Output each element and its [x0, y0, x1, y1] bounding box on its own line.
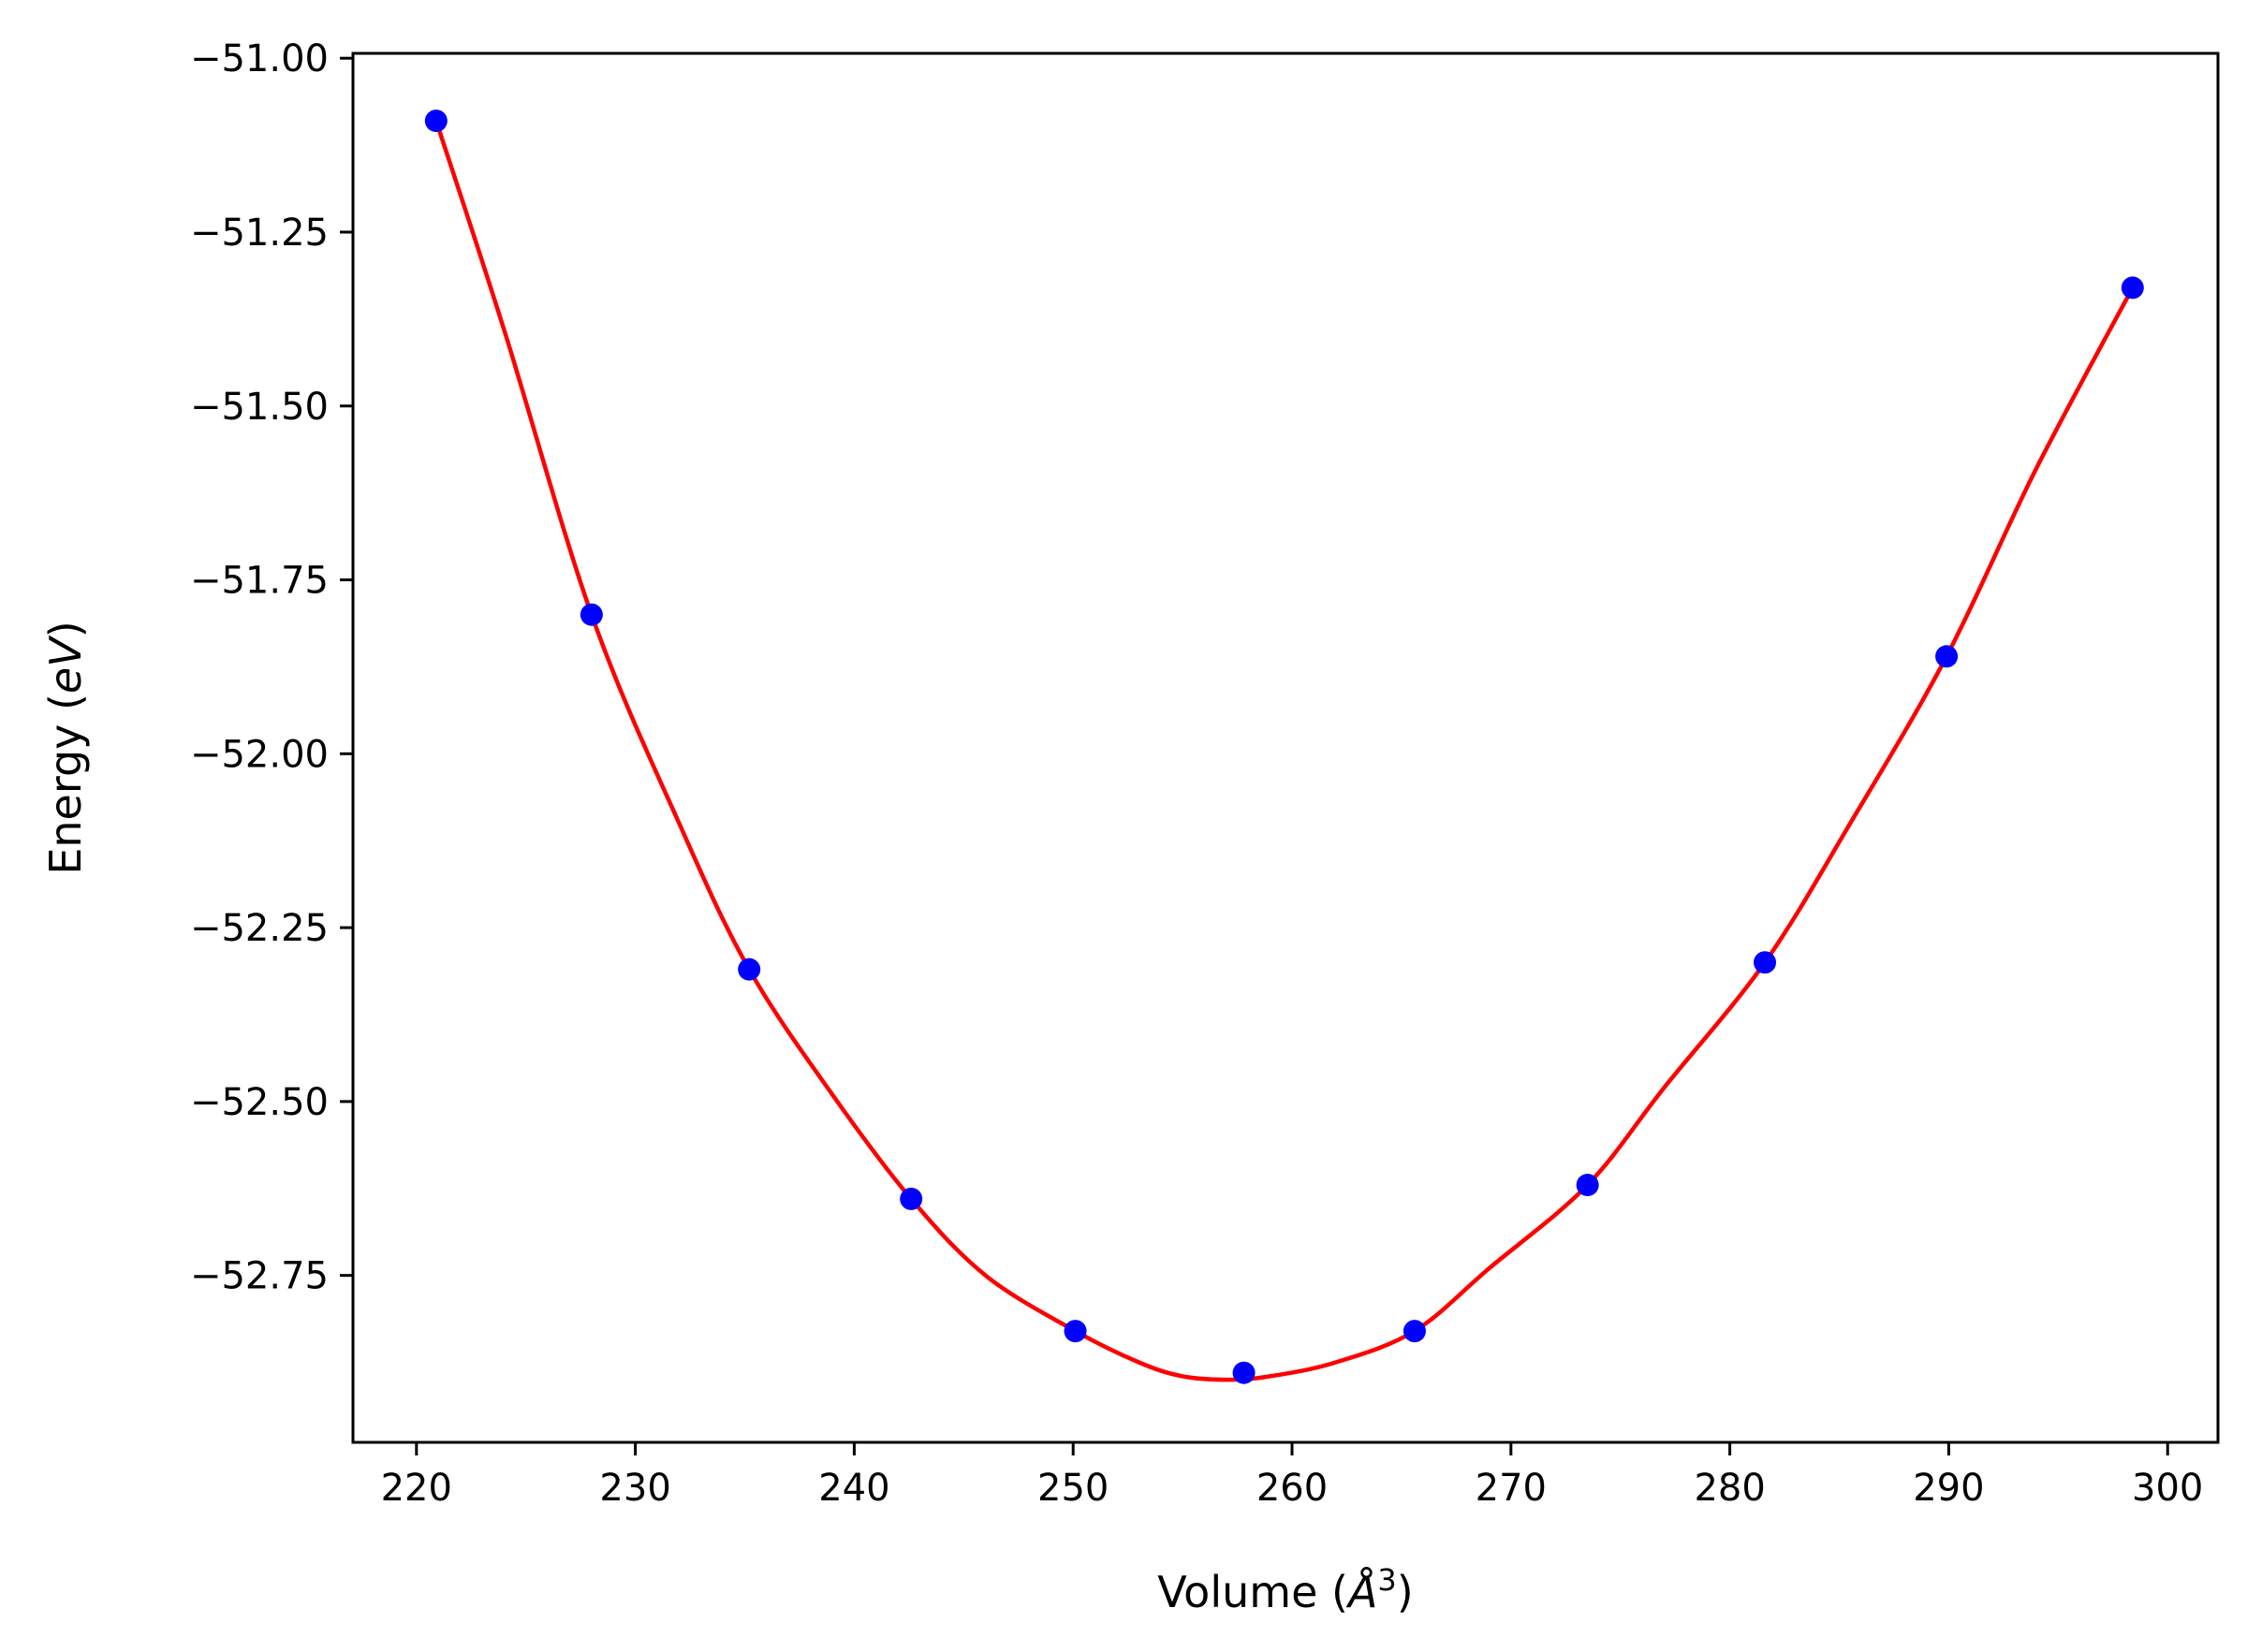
data-point: [1403, 1320, 1426, 1343]
data-point: [900, 1187, 923, 1210]
y-tick-label: −51.00: [190, 37, 329, 80]
x-tick-label: 300: [2132, 1467, 2203, 1510]
plot-area-frame: [351, 51, 2220, 1444]
data-point: [424, 110, 448, 133]
data-point: [1064, 1320, 1087, 1343]
x-tick-label: 250: [1037, 1467, 1109, 1510]
data-points: [424, 110, 2144, 1384]
y-axis-label: Energy (eV): [40, 621, 91, 874]
y-tick-label: −52.25: [190, 907, 329, 950]
x-tick-label: 240: [818, 1467, 889, 1510]
x-tick-label: 280: [1694, 1467, 1765, 1510]
x-tick-label: 290: [1913, 1467, 1984, 1510]
y-tick-label: −52.50: [190, 1081, 329, 1124]
x-tick-label: 270: [1476, 1467, 1547, 1510]
x-axis-ticks: 220 230 240 250 260 270 280 290 300: [381, 1442, 2203, 1510]
x-tick-label: 220: [381, 1467, 452, 1510]
y-tick-label: −51.75: [190, 560, 329, 603]
data-point: [580, 603, 603, 626]
data-point: [1754, 951, 1777, 974]
data-point: [1232, 1361, 1256, 1384]
y-axis-ticks: −51.00 −51.25 −51.50 −51.75 −52.00 −52.25 −52.…: [190, 37, 353, 1298]
data-point: [1935, 645, 1959, 668]
data-point: [738, 958, 761, 981]
y-tick-label: −51.50: [190, 386, 329, 429]
x-tick-label: 230: [599, 1467, 670, 1510]
x-axis-label: Volume (Å3): [1157, 1562, 1413, 1617]
data-point: [2121, 276, 2144, 300]
data-point: [1576, 1174, 1599, 1197]
y-tick-label: −52.75: [190, 1255, 329, 1298]
y-tick-label: −52.00: [190, 733, 329, 776]
fit-curve-line: [433, 120, 2135, 1382]
y-tick-label: −51.25: [190, 212, 329, 255]
x-tick-label: 260: [1256, 1467, 1328, 1510]
